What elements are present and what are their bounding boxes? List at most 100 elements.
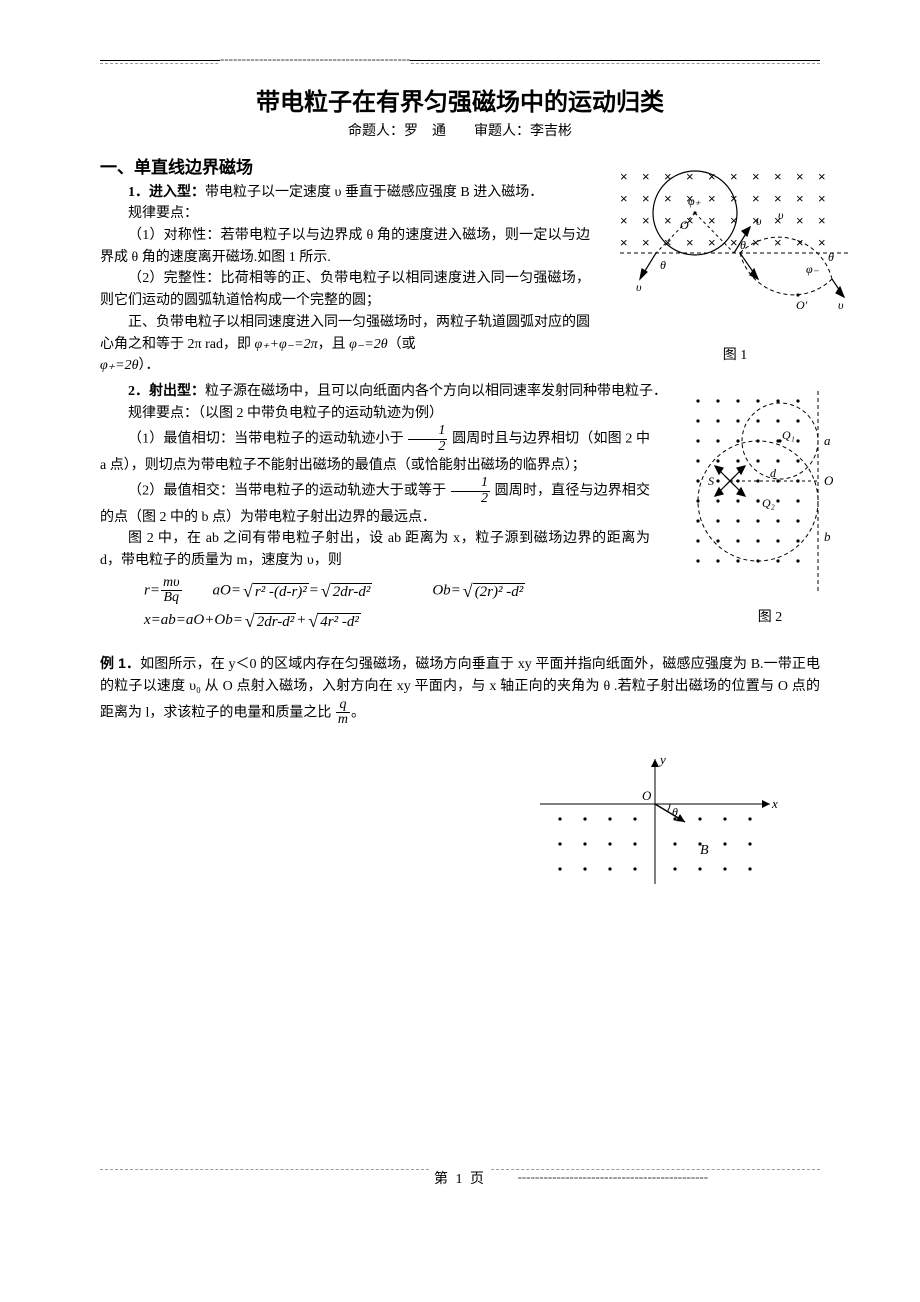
svg-text:×: ×	[796, 213, 804, 228]
authors-line: 命题人：罗 通 审题人：李吉彬	[100, 121, 820, 143]
s1-item2-lead: 2．射出型：	[128, 384, 205, 399]
fig1-theta-3: θ	[828, 250, 834, 264]
fig2-O: O	[824, 473, 834, 488]
fig2-caption: 图 2	[690, 606, 850, 626]
fig1-O2: O′	[796, 298, 808, 312]
eq-r-frac: mυBq	[161, 576, 182, 606]
eq-x-label: x=ab=aO+Ob=	[144, 612, 243, 628]
svg-text:×: ×	[620, 235, 628, 250]
svg-text:×: ×	[708, 191, 716, 206]
fig2-b: b	[824, 529, 831, 544]
fig1-O: O	[680, 218, 689, 232]
fig1-phi-plus: φ₊	[688, 194, 702, 208]
figure-3-wrap: x y O θ B	[100, 754, 820, 909]
svg-text:×: ×	[620, 169, 628, 184]
s1-eq3: φ₊=2θ	[100, 358, 138, 373]
svg-text:×: ×	[642, 213, 650, 228]
svg-text:×: ×	[752, 191, 760, 206]
fig3-O: O	[642, 788, 652, 803]
fig2-d: d	[770, 466, 777, 480]
fig3-x: x	[771, 796, 778, 811]
fig1-theta-1: θ	[660, 258, 666, 272]
fig1-v2: υ	[756, 214, 762, 228]
ex1-body-a: 如图所示，在 y＜0 的区域内存在匀强磁场，磁场方向垂直于 xy 平面并指向纸面…	[100, 657, 820, 720]
fig1-v3: υ	[778, 208, 784, 222]
eq-Ob-label: Ob=	[432, 582, 460, 598]
fig2-Q1: Q₁	[782, 428, 795, 442]
svg-text:×: ×	[686, 235, 694, 250]
s1-item2-text: 粒子源在磁场中，且可以向纸面内各个方向以相同速率发射同种带电粒子．	[205, 384, 667, 399]
s1-item1-lead: 1．进入型：	[128, 185, 205, 200]
svg-text:×: ×	[708, 235, 716, 250]
fig2-Q2: Q₂	[762, 496, 775, 510]
figure-3: x y O θ B	[540, 754, 780, 904]
svg-text:×: ×	[796, 191, 804, 206]
eq-x-sqrt1: 2dr-d²	[245, 610, 296, 631]
svg-text:×: ×	[642, 191, 650, 206]
svg-text:×: ×	[818, 169, 826, 184]
svg-text:×: ×	[752, 235, 760, 250]
s1-p5: （2）最值相交：当带电粒子的运动轨迹大于或等于 12 圆周时，直径与边界相交的点…	[100, 476, 650, 528]
fig1-caption: 图 1	[620, 344, 850, 364]
svg-text:×: ×	[730, 235, 738, 250]
svg-text:×: ×	[796, 235, 804, 250]
fig1-v1: υ	[636, 280, 642, 294]
s1-item1-text: 带电粒子以一定速度 υ 垂直于磁感应强度 B 进入磁场．	[205, 185, 543, 200]
footer-page-number: 第 1 页	[430, 1168, 490, 1188]
svg-text:×: ×	[642, 169, 650, 184]
s1-p4: （1）最值相切：当带电粒子的运动轨迹小于 12 圆周时且与边界相切（如图 2 中…	[100, 424, 650, 476]
s1-p6: 图 2 中，在 ab 之间有带电粒子射出，设 ab 距离为 x，粒子源到磁场边界…	[100, 528, 650, 571]
figure-2: a b O Q₁ Q₂ S d 图 2	[690, 391, 850, 626]
s1-eq1: φ₊+φ₋=2π	[254, 337, 317, 352]
eq-aO-label: aO=	[213, 582, 241, 598]
svg-text:×: ×	[774, 169, 782, 184]
s1-p4a: （1）最值相切：当带电粒子的运动轨迹小于	[128, 432, 404, 447]
svg-text:×: ×	[642, 235, 650, 250]
fig2-S: S	[708, 474, 714, 488]
svg-text:×: ×	[818, 213, 826, 228]
s1-p5a: （2）最值相交：当带电粒子的运动轨迹大于或等于	[128, 484, 446, 499]
s1-p3c: （或	[388, 337, 416, 352]
fig1-theta-2: θ	[740, 238, 746, 252]
s1-p3b: ，且	[318, 337, 350, 352]
fig1-v4: υ	[838, 298, 844, 312]
ex1-body-b: 。	[351, 705, 365, 720]
ex1-qm-frac: qm	[336, 698, 350, 728]
svg-text:×: ×	[620, 191, 628, 206]
svg-text:×: ×	[620, 213, 628, 228]
figure-1: ×××××××××× ×××××××××× ×××××××××× ×××××××…	[620, 169, 850, 364]
eq-x-sqrt2: 4r² -d²	[308, 610, 360, 631]
eq-aO-eq: =	[309, 582, 319, 598]
top-dashes: ----------------------------------------…	[220, 51, 410, 67]
page-title: 带电粒子在有界匀强磁场中的运动归类	[100, 82, 820, 117]
top-rule: ----------------------------------------…	[100, 60, 820, 64]
fig3-B: B	[700, 843, 709, 858]
svg-text:×: ×	[818, 191, 826, 206]
s1-p3: 正、负带电粒子以相同速度进入同一匀强磁场时，两粒子轨道圆弧对应的圆心角之和等于 …	[100, 312, 590, 355]
svg-text:×: ×	[664, 191, 672, 206]
svg-text:×: ×	[774, 191, 782, 206]
svg-text:×: ×	[730, 169, 738, 184]
svg-text:×: ×	[708, 169, 716, 184]
s1-p3d: ）．	[138, 358, 159, 373]
half-frac-2: 12	[451, 476, 490, 506]
fig2-svg: a b O Q₁ Q₂ S d	[690, 391, 850, 601]
ex1-lead: 例 1．	[100, 655, 140, 671]
footer-dashes: ----------------------------------------…	[518, 1169, 708, 1185]
s1-eq2: φ₋=2θ	[349, 337, 387, 352]
svg-text:×: ×	[796, 169, 804, 184]
half-frac-1: 12	[408, 424, 447, 454]
svg-text:×: ×	[664, 213, 672, 228]
fig3-theta: θ	[672, 805, 678, 819]
fig1-svg: ×××××××××× ×××××××××× ×××××××××× ×××××××…	[620, 169, 850, 339]
s1-rule-label: 规律要点：	[100, 203, 590, 225]
eq-Ob-sqrt: (2r)² -d²	[463, 580, 525, 601]
svg-text:×: ×	[818, 235, 826, 250]
svg-text:×: ×	[708, 213, 716, 228]
s1-p1: （1）对称性：若带电粒子以与边界成 θ 角的速度进入磁场，则一定以与边界成 θ …	[100, 225, 590, 268]
page-footer: 第 1 页 ----------------------------------…	[100, 1169, 820, 1188]
eq-aO-sqrt1: r² -(d-r)²	[243, 580, 309, 601]
s1-p2: （2）完整性：比荷相等的正、负带电粒子以相同速度进入同一匀强磁场，则它们运动的圆…	[100, 268, 590, 311]
example1: 例 1．如图所示，在 y＜0 的区域内存在匀强磁场，磁场方向垂直于 xy 平面并…	[100, 653, 820, 728]
fig1-phi-minus: φ₋	[806, 262, 820, 276]
